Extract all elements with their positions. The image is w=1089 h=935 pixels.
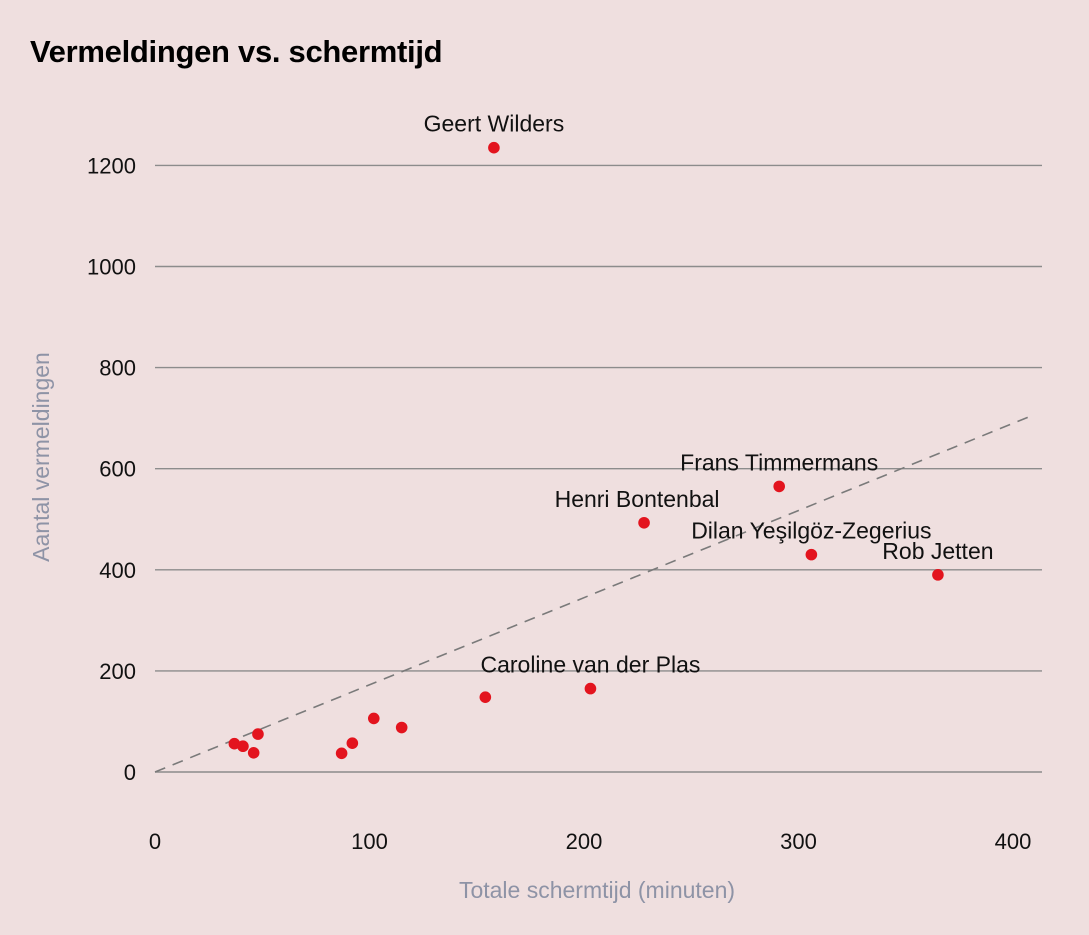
data-point	[805, 548, 818, 561]
data-point	[488, 141, 500, 154]
data-point	[252, 728, 264, 740]
data-point	[773, 480, 785, 493]
y-tick-label: 1200	[87, 153, 136, 178]
trend-line	[154, 413, 1035, 773]
data-point	[395, 721, 408, 734]
data-point	[346, 737, 359, 749]
x-tick-label: 200	[566, 829, 603, 854]
chart-title: Vermeldingen vs. schermtijd	[30, 34, 443, 69]
data-point	[479, 691, 492, 703]
data-point	[237, 740, 249, 753]
x-tick-label: 300	[780, 829, 817, 854]
data-point	[335, 747, 348, 760]
data-point	[584, 682, 597, 695]
x-tick-label: 100	[351, 829, 388, 854]
data-point	[367, 712, 380, 725]
x-axis-label: Totale schermtijd (minuten)	[459, 877, 735, 903]
data-point	[247, 746, 260, 759]
y-tick-label: 1000	[87, 255, 136, 280]
point-label: Rob Jetten	[882, 538, 993, 564]
y-axis-label: Aantal vermeldingen	[28, 352, 54, 562]
y-tick-label: 400	[99, 558, 136, 583]
y-tick-label: 600	[99, 457, 136, 482]
point-label: Dilan Yeşilgöz-Zegerius	[691, 518, 931, 544]
point-label: Geert Wilders	[424, 111, 565, 137]
data-point	[932, 569, 944, 581]
point-label: Caroline van der Plas	[480, 652, 700, 678]
y-tick-label: 800	[99, 356, 136, 381]
y-tick-label: 200	[99, 659, 136, 684]
x-tick-label: 400	[995, 829, 1032, 854]
point-label: Frans Timmermans	[680, 449, 878, 475]
data-point	[638, 516, 650, 529]
y-tick-label: 0	[124, 760, 136, 785]
x-tick-label: 0	[149, 829, 161, 854]
point-label: Henri Bontenbal	[555, 486, 720, 512]
